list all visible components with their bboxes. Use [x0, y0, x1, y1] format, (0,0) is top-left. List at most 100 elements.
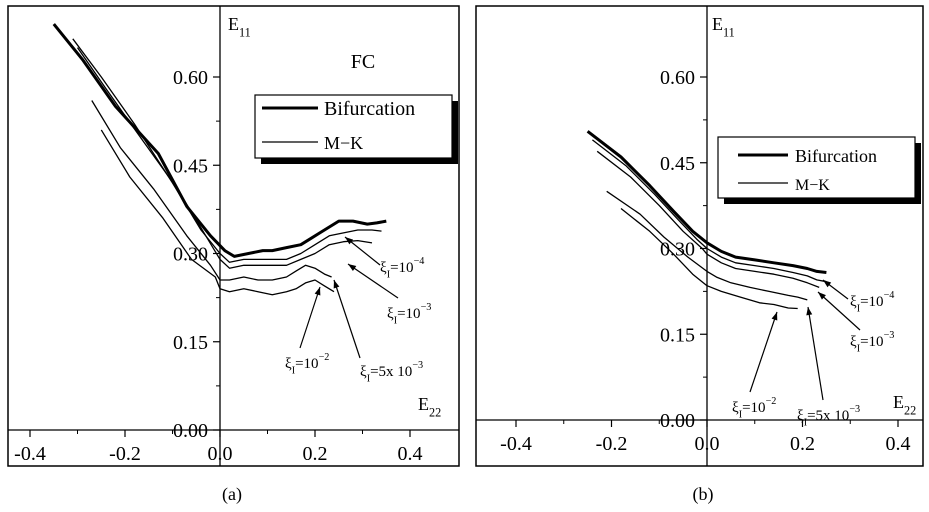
y-axis-label: E11: [228, 14, 251, 39]
annotation-label-part: I: [857, 303, 861, 314]
x-tick-label: -0.2: [596, 433, 628, 455]
annotation-label-part: I: [292, 365, 296, 376]
series-line-mk-1: [592, 139, 827, 283]
series-line-bifurcation: [586, 130, 827, 274]
x-tick-label: 0.2: [790, 433, 815, 455]
caption-b: (b): [693, 484, 714, 505]
legend-box: [717, 136, 916, 199]
annotation-label-part: ξ: [360, 364, 367, 380]
series-line-mk-3: [91, 100, 332, 281]
annotation-label: ξI=5x 10−3: [797, 404, 860, 429]
series-line-mk-2: [596, 150, 820, 289]
annotation-label-part: I: [394, 315, 398, 326]
y-tick-label: 0.15: [173, 332, 208, 354]
x-tick-label: -0.4: [500, 433, 532, 455]
y-tick-label: 0.30: [173, 244, 208, 266]
annotation-label-part: −3: [884, 330, 895, 341]
y-tick-label: 0.60: [173, 67, 208, 89]
x-axis-label: E22: [893, 392, 916, 417]
annotation-label-part: ξ: [285, 356, 292, 372]
annotation-arrow-head: [818, 292, 826, 300]
legend-label: Bifurcation: [324, 98, 415, 120]
annotation-label-part: =10: [295, 356, 318, 372]
annotation-label-part: −3: [849, 404, 860, 415]
x-tick-label: 0.4: [398, 443, 423, 465]
caption-a: (a): [222, 484, 242, 505]
x-tick-label: 0.0: [208, 443, 233, 465]
annotation-label: ξI=10−2: [732, 396, 776, 421]
annotation-label-part: =5x 10: [807, 408, 849, 424]
annotation-label: ξI=5x 10−3: [360, 360, 423, 385]
y-tick-label: 0.00: [173, 420, 208, 442]
annotation-label: ξI=10−2: [285, 352, 329, 377]
plot-frame: [475, 5, 924, 467]
annotation-label-part: −2: [319, 352, 330, 363]
x-tick-label: 0.4: [886, 433, 911, 455]
annotation-arrow-head: [823, 280, 832, 288]
annotation-label-part: I: [387, 269, 391, 280]
annotation-label-part: ξ: [850, 334, 857, 350]
annotation-arrow-head: [333, 280, 340, 289]
y-axis-label-part: E: [712, 14, 723, 34]
y-tick-label: 0.00: [660, 410, 695, 432]
annotation-label: ξI=10−4: [850, 290, 894, 315]
y-tick-label: 0.45: [660, 153, 695, 175]
legend-box: [254, 94, 453, 159]
annotation-arrow-head: [771, 312, 778, 321]
series-line-mk-3: [606, 190, 808, 301]
legend-label: M−K: [795, 177, 830, 194]
x-tick-label: 0.2: [303, 443, 328, 465]
x-axis-label-part: 22: [904, 403, 916, 417]
annotation-label-part: =5x 10: [370, 364, 412, 380]
annotation-label-part: −3: [412, 360, 423, 371]
annotation-label-part: −2: [766, 396, 777, 407]
x-axis-label-part: E: [893, 392, 904, 412]
annotation-label-part: ξ: [850, 294, 857, 310]
x-axis-label-part: E: [418, 394, 429, 414]
annotation-arrow-line: [333, 279, 361, 359]
annotation-label-part: =10: [390, 260, 413, 276]
chart-panel-sc: -0.4 -0.2 0.0 0.2 0.40.000.150.300.450.60E11…: [475, 5, 924, 467]
y-axis-label-part: E: [228, 14, 239, 34]
y-tick-label: 0.15: [660, 324, 695, 346]
series-line-mk-4: [620, 207, 798, 310]
annotation-label: ξI=10−4: [380, 256, 424, 281]
annotation-arrow-line: [749, 311, 778, 393]
y-axis-label: E11: [712, 14, 735, 39]
x-tick-label: 0.0: [695, 433, 720, 455]
annotation-label-part: ξ: [380, 260, 387, 276]
annotation-arrow-line: [347, 263, 399, 299]
y-tick-label: 0.60: [660, 67, 695, 89]
annotation-label-part: −3: [421, 302, 432, 313]
y-tick-label: 0.30: [660, 239, 695, 261]
panel-label: FC: [351, 51, 375, 73]
annotation-label-part: −4: [884, 290, 895, 301]
annotation-label-part: ξ: [732, 400, 739, 416]
annotation-label-part: ξ: [387, 306, 394, 322]
annotation-arrow-line: [807, 306, 824, 401]
series-line-mk-4: [100, 129, 335, 296]
annotation-label-part: =10: [397, 306, 420, 322]
annotation-arrow-head: [806, 307, 813, 316]
x-axis-label-part: 22: [429, 405, 441, 419]
x-tick-label: -0.4: [14, 443, 46, 465]
annotation-label-part: I: [804, 417, 808, 428]
annotation-label-part: I: [367, 373, 371, 384]
annotation-label: ξI=10−3: [850, 330, 894, 355]
legend-label: M−K: [324, 133, 363, 153]
series-line-bifurcation: [52, 23, 387, 258]
legend-label: Bifurcation: [795, 146, 877, 166]
y-axis-label-part: 11: [723, 25, 735, 39]
annotation-label-part: =10: [860, 294, 883, 310]
annotation-arrow-head: [314, 287, 321, 296]
plot-frame: [7, 5, 460, 467]
chart-panel-fc: -0.4 -0.2 0.0 0.2 0.40.000.150.300.450.60E11…: [7, 5, 460, 467]
annotation-label-part: =10: [742, 400, 765, 416]
series-line-mk-2: [76, 47, 373, 269]
x-axis-label: E22: [418, 394, 441, 419]
annotation-arrow-head: [348, 264, 357, 271]
y-tick-label: 0.45: [173, 155, 208, 177]
annotation-arrow-line: [817, 291, 861, 331]
annotation-label-part: =10: [860, 334, 883, 350]
